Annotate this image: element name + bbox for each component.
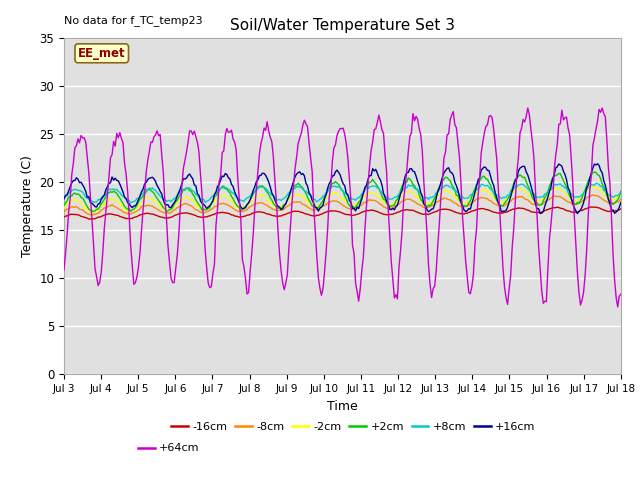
Line: -16cm: -16cm (64, 207, 621, 219)
Legend: +64cm: +64cm (134, 439, 204, 458)
Line: -8cm: -8cm (64, 195, 621, 216)
-8cm (88, 213, 96, 218)
+8cm (255, 184, 263, 190)
+2cm (60, 203, 68, 209)
+16cm (303, 183, 311, 189)
-8cm (589, 192, 596, 198)
-2cm (130, 207, 138, 213)
-8cm (60, 209, 68, 215)
-2cm (228, 199, 236, 204)
+8cm (592, 180, 600, 186)
+16cm (594, 161, 602, 167)
+2cm (617, 189, 625, 194)
Line: +16cm: +16cm (64, 164, 621, 214)
+2cm (246, 197, 254, 203)
+64cm (226, 129, 234, 135)
-8cm (255, 200, 263, 206)
-8cm (246, 204, 254, 209)
-16cm (85, 216, 93, 222)
-8cm (228, 204, 236, 210)
-2cm (617, 191, 625, 197)
-16cm (130, 215, 138, 220)
+64cm (60, 267, 68, 273)
+16cm (617, 200, 625, 205)
-16cm (60, 214, 68, 220)
-2cm (246, 200, 254, 205)
+8cm (617, 190, 625, 196)
+8cm (130, 199, 138, 204)
-16cm (246, 212, 254, 217)
+16cm (226, 176, 234, 182)
+64cm (588, 172, 595, 178)
+64cm (129, 262, 136, 268)
+2cm (130, 206, 138, 212)
-16cm (228, 212, 236, 218)
+2cm (228, 193, 236, 199)
-8cm (305, 205, 313, 211)
Line: -2cm: -2cm (64, 187, 621, 213)
+64cm (303, 123, 311, 129)
-2cm (588, 185, 595, 191)
+2cm (591, 169, 598, 175)
+8cm (228, 189, 236, 195)
-8cm (588, 192, 595, 198)
+64cm (614, 304, 621, 310)
Y-axis label: Temperature (C): Temperature (C) (21, 156, 34, 257)
+16cm (244, 200, 252, 206)
+2cm (255, 183, 263, 189)
+16cm (129, 204, 136, 210)
-16cm (588, 204, 595, 210)
+64cm (524, 105, 532, 111)
Line: +64cm: +64cm (64, 108, 621, 307)
+8cm (588, 181, 595, 187)
-2cm (90, 210, 97, 216)
+16cm (588, 170, 595, 176)
+8cm (305, 192, 313, 197)
+2cm (127, 208, 134, 214)
+8cm (127, 200, 134, 205)
+64cm (617, 291, 625, 297)
-2cm (255, 193, 263, 199)
-16cm (255, 209, 263, 215)
+16cm (573, 211, 581, 216)
-2cm (305, 201, 313, 206)
Text: No data for f_TC_temp23: No data for f_TC_temp23 (64, 15, 203, 26)
-16cm (592, 204, 600, 210)
-2cm (589, 184, 596, 190)
+64cm (244, 290, 252, 296)
+16cm (60, 196, 68, 202)
X-axis label: Time: Time (327, 400, 358, 413)
-16cm (617, 206, 625, 212)
Text: EE_met: EE_met (78, 47, 125, 60)
+8cm (246, 193, 254, 199)
+8cm (60, 195, 68, 201)
-8cm (617, 196, 625, 202)
Title: Soil/Water Temperature Set 3: Soil/Water Temperature Set 3 (230, 18, 455, 33)
-16cm (305, 212, 313, 217)
Line: +2cm: +2cm (64, 172, 621, 211)
-8cm (130, 210, 138, 216)
Line: +8cm: +8cm (64, 183, 621, 203)
+2cm (588, 172, 595, 178)
+64cm (254, 168, 262, 173)
+16cm (254, 177, 262, 182)
+2cm (305, 197, 313, 203)
-2cm (60, 205, 68, 211)
